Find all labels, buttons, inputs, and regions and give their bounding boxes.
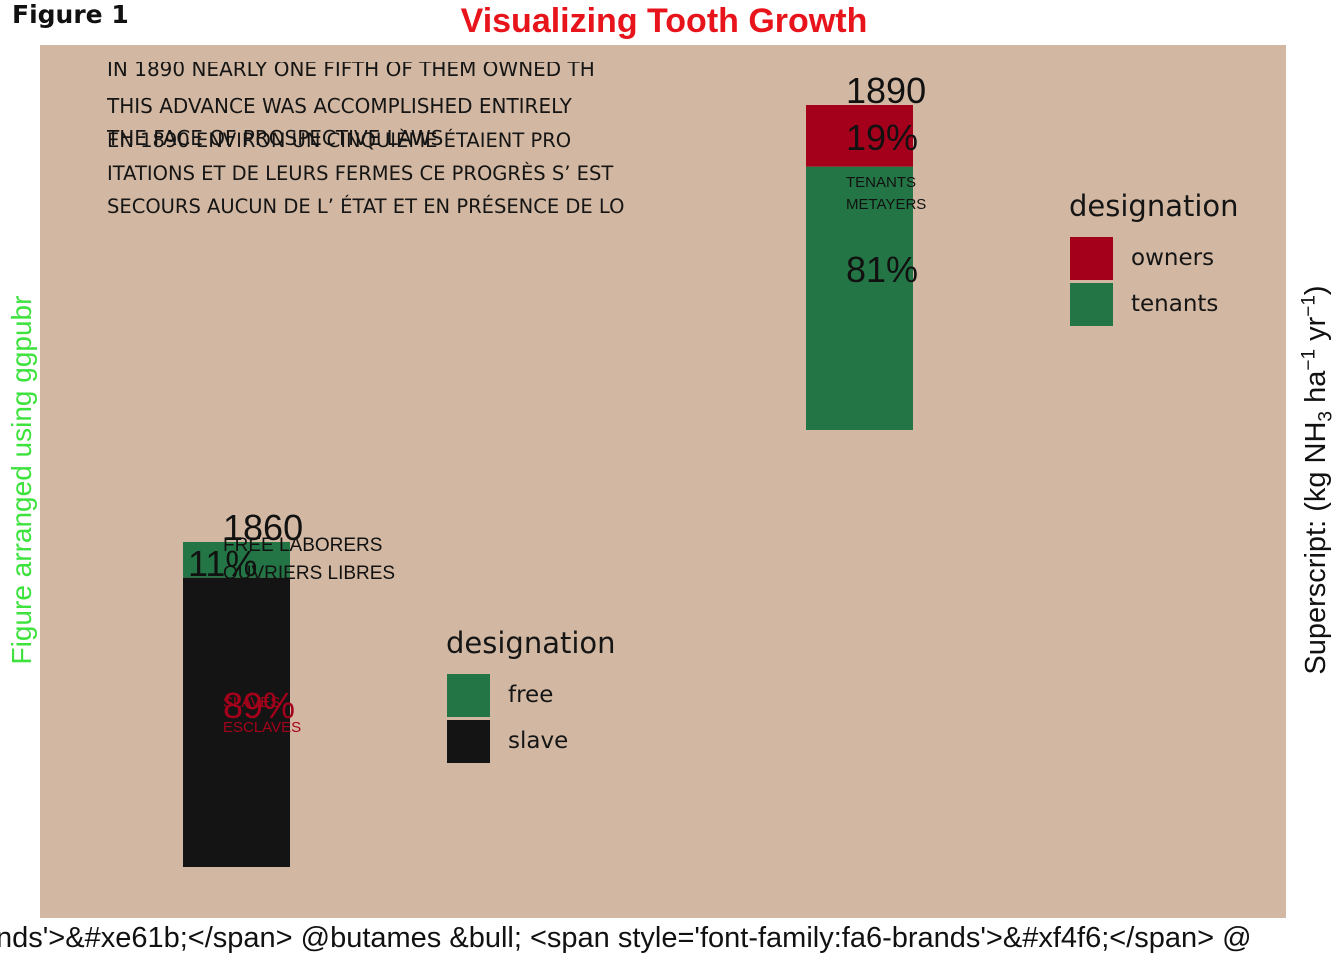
legend-title: designation	[446, 626, 616, 660]
bar-1860-free	[183, 542, 290, 578]
right-axis-label: Superscript: (kg NH3 ha−1 yr−1)	[1298, 285, 1337, 675]
bar-1860-slave	[183, 577, 290, 867]
year-label-1860: 1860	[223, 507, 303, 548]
legend-key-slave	[447, 720, 490, 763]
legend-key-tenants	[1070, 283, 1113, 326]
figure-label: Figure 1	[12, 0, 129, 29]
legend-title: designation	[1069, 189, 1239, 223]
category-sublabel-1860-slave-0: SLAVES	[223, 694, 280, 711]
chart-title: Visualizing Tooth Growth	[460, 2, 868, 40]
left-caption: Figure arranged using ggpubr	[6, 295, 37, 665]
bar-1890-tenants	[806, 166, 913, 430]
paragraph-line-en-2: THIS ADVANCE WAS ACCOMPLISHED ENTIRELY	[107, 94, 572, 118]
category-sublabel-1890-tenants-1: METAYERS	[846, 196, 926, 213]
legend-label-slave: slave	[508, 728, 569, 754]
percent-label-1860-slave: 89%	[223, 685, 295, 726]
legend-label-owners: owners	[1131, 245, 1215, 271]
paragraph-line-fr-3: SECOURS AUCUN DE L’ ÉTAT ET EN PRÉSENCE …	[107, 195, 625, 218]
category-sublabel-1860-free-0: FREE LABORERS	[223, 535, 382, 556]
percent-label-1890-owners: 19%	[846, 117, 918, 158]
legend-label-free: free	[508, 682, 554, 708]
percent-label-1860-free: 11%	[188, 543, 257, 584]
legend-key-free	[447, 674, 490, 717]
category-sublabel-1860-slave-1: ESCLAVES	[223, 719, 301, 736]
year-label-1890: 1890	[846, 70, 926, 111]
paragraph-line-en-1: IN 1890 NEARLY ONE FIFTH OF THEM OWNED T…	[107, 62, 595, 81]
paragraph-line-fr-1: EN 1890 ENVIRON UN CINQUIÈME ÉTAIENT PRO	[107, 129, 572, 152]
description-paragraph: IN 1890 NEARLY ONE FIFTH OF THEM OWNED T…	[107, 62, 637, 220]
legend-key-owners	[1070, 237, 1113, 280]
bar-1890-owners	[806, 105, 913, 167]
percent-label-1890-tenants: 81%	[846, 249, 918, 290]
category-sublabel-1860-free-1: OUVRIERS LIBRES	[223, 563, 395, 584]
bottom-caption: nds'>&#xe61b;</span> @butames &bull; <sp…	[0, 922, 1252, 954]
paragraph-line-fr-2: ITATIONS ET DE LEURS FERMES CE PROGRÈS S…	[107, 162, 614, 185]
category-sublabel-1890-tenants-0: TENANTS	[846, 174, 916, 191]
legend-label-tenants: tenants	[1131, 291, 1219, 317]
paragraph-line-en-3: THE FACE OF PROSPECTIVE LAWS.	[107, 126, 450, 150]
